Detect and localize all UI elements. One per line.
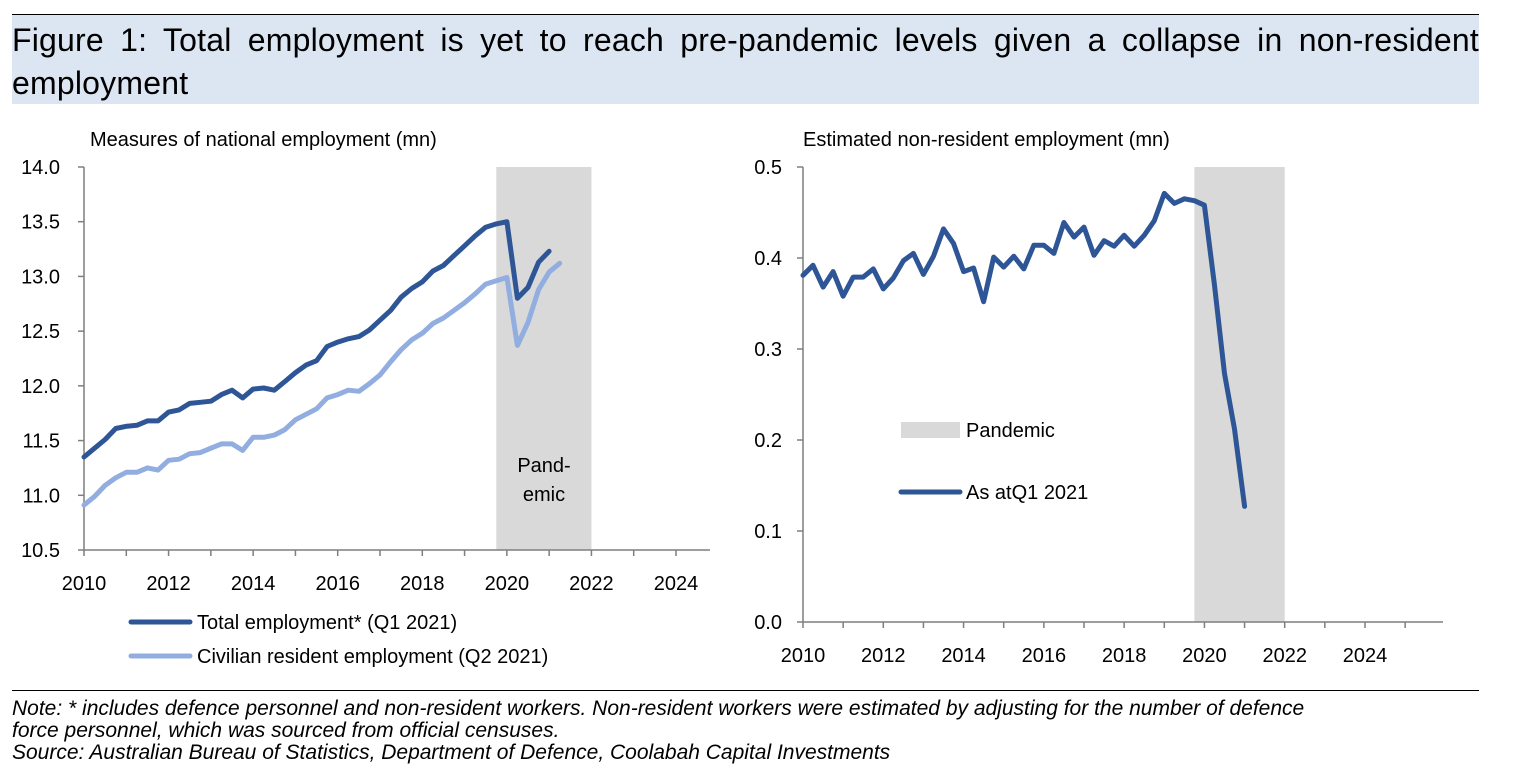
series-line-1 (81, 219, 552, 460)
legend-label-pandemic: Pandemic (966, 420, 1055, 442)
y-tick-label: 0.5 (754, 157, 782, 179)
legend-label-series: As atQ1 2021 (966, 482, 1088, 504)
y-tick-label: 14.0 (21, 157, 60, 179)
x-tick-label: 2018 (1102, 645, 1147, 667)
chart-non-resident-employment: Estimated non-resident employment (mn) 0… (754, 129, 1443, 667)
y-tick-label: 0.4 (754, 248, 782, 270)
y-tick-label: 0.1 (754, 521, 782, 543)
y-tick-label: 11.5 (23, 431, 60, 453)
pandemic-shade (496, 167, 592, 550)
x-tick-label: 2012 (861, 645, 906, 667)
x-tick-label: 2014 (231, 573, 276, 595)
legend-swatch-pandemic (901, 422, 960, 438)
y-tick-label: 0.2 (754, 430, 782, 452)
y-tick-label: 0.3 (754, 339, 782, 361)
x-tick-label: 2024 (654, 573, 699, 595)
notes-block: Note: * includes defence personnel and n… (12, 690, 1479, 764)
charts-canvas: Measures of national employment (mn) 10.… (21, 129, 1443, 668)
x-tick-label: 2016 (1022, 645, 1067, 667)
x-tick-label: 2012 (146, 573, 191, 595)
note-text: Note: * includes defence personnel and n… (12, 697, 1305, 720)
y-tick-label: 11.0 (23, 485, 60, 507)
x-tick-label: 2014 (941, 645, 986, 667)
y-tick-label: 13.0 (21, 266, 60, 288)
x-tick-label: 2010 (62, 573, 107, 595)
x-tick-label: 2024 (1343, 645, 1388, 667)
chart-title: Measures of national employment (mn) (90, 129, 437, 151)
y-tick-label: 12.0 (21, 376, 60, 398)
x-tick-label: 2022 (1262, 645, 1307, 667)
y-tick-label: 0.0 (754, 612, 782, 634)
x-tick-label: 2018 (400, 573, 445, 595)
legend-label-1: Total employment* (Q1 2021) (197, 612, 457, 634)
x-tick-label: 2010 (781, 645, 826, 667)
x-tick-label: 2020 (485, 573, 530, 595)
y-tick-label: 12.5 (21, 321, 60, 343)
figure-title-band: Figure 1: Total employment is yet to rea… (12, 14, 1479, 104)
series-line-2 (81, 260, 563, 508)
x-tick-label: 2016 (315, 573, 360, 595)
y-tick-label: 10.5 (21, 540, 60, 562)
figure-title: Figure 1: Total employment is yet to rea… (12, 22, 1479, 101)
note-text-continued: force personnel, which was sourced from … (12, 719, 560, 742)
x-tick-label: 2022 (569, 573, 614, 595)
legend-label-2: Civilian resident employment (Q2 2021) (197, 646, 548, 668)
y-tick-label: 13.5 (21, 212, 60, 234)
pandemic-label: emic (523, 484, 565, 506)
chart-title: Estimated non-resident employment (mn) (803, 129, 1170, 151)
chart-national-employment: Measures of national employment (mn) 10.… (21, 129, 710, 668)
series-line-1 (800, 190, 1248, 509)
pandemic-label: Pand- (517, 455, 570, 477)
source-text: Source: Australian Bureau of Statistics,… (12, 741, 891, 764)
x-tick-label: 2020 (1182, 645, 1227, 667)
